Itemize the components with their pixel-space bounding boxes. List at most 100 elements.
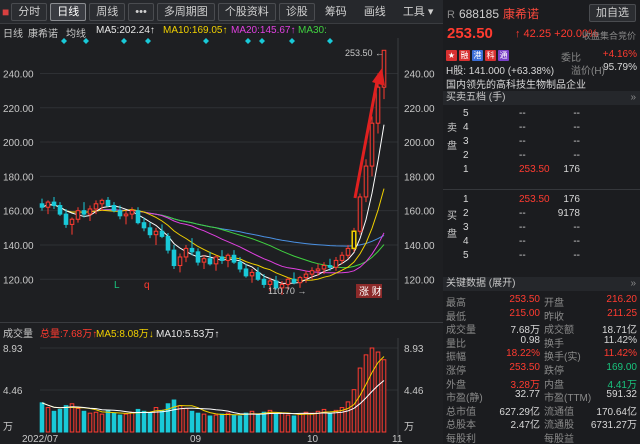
- tab-weekly[interactable]: 周线: [89, 2, 126, 21]
- bid-row[interactable]: 4 -- --: [461, 235, 640, 249]
- chevron-icon[interactable]: »: [630, 92, 636, 103]
- ask-row[interactable]: 4 -- --: [461, 121, 640, 135]
- company-description: 国内领先的高科技生物制品企业: [446, 80, 586, 91]
- bid-ratio-label: 委比: [561, 53, 581, 64]
- y-tick-right: 180.00: [404, 172, 435, 183]
- volume-bar: [279, 412, 285, 433]
- candle-body: [201, 258, 207, 263]
- bid-row[interactable]: 3 -- --: [461, 221, 640, 235]
- bid-row[interactable]: 2 -- 9178: [461, 207, 640, 221]
- key-label-left: 最低: [446, 311, 466, 323]
- volume-chart[interactable]: 8.93 8.93 4.46 4.46 万 万 2022/07 09 10 11: [0, 338, 443, 444]
- volume-bar: [261, 411, 267, 433]
- quote-panel: ★ 融 港 科 通 委比 +4.16% H股: 141.000 (+63.38%…: [443, 48, 640, 444]
- volume-bar: [111, 412, 117, 433]
- y-tick-left: 140.00: [3, 241, 34, 252]
- tab-intraday[interactable]: 分时: [11, 2, 48, 21]
- diagnose-button[interactable]: 诊股: [278, 2, 315, 21]
- sell-side-label: 卖盘: [447, 123, 457, 152]
- chevron-icon[interactable]: »: [630, 278, 636, 289]
- bid-row[interactable]: 5 -- --: [461, 249, 640, 263]
- bid-volume: 176: [563, 194, 580, 205]
- event-marker: [356, 284, 382, 298]
- ask-price: --: [519, 136, 526, 147]
- key-label-right: 每股益: [544, 434, 574, 444]
- ask-price: 253.50: [519, 164, 550, 175]
- chart-stock-name: 康希诺: [28, 29, 58, 40]
- volume-bar: [147, 412, 153, 433]
- ask-row[interactable]: 3 -- --: [461, 135, 640, 149]
- key-data-row: 成交量 7.68万 成交额 18.71亿: [446, 320, 640, 337]
- volume-bar: [39, 402, 45, 433]
- bid-level: 3: [463, 222, 469, 233]
- key-label-left: 振幅: [446, 352, 466, 364]
- key-data-title: 关键数据 (展开): [446, 278, 516, 289]
- bid-level: 1: [463, 194, 469, 205]
- tab-daily[interactable]: 日线: [50, 2, 87, 21]
- key-value-left: 7.68万: [510, 325, 540, 337]
- more-periods-button[interactable]: •••: [128, 2, 154, 21]
- candle-body: [87, 208, 93, 215]
- candle-body: [381, 49, 387, 88]
- key-data-row: 外盘 3.28万 内盘 4.41万: [446, 375, 640, 391]
- bid-price: --: [519, 208, 526, 219]
- ma-mode-label[interactable]: 均线: [66, 29, 86, 40]
- stock-profile-button[interactable]: 个股资料: [217, 2, 276, 21]
- volume-bar: [189, 410, 195, 433]
- candle-body: [267, 280, 273, 285]
- vol-tick-left: 8.93: [3, 344, 23, 355]
- tag-icon: 融: [459, 49, 470, 61]
- event-marker-text: 涨 财: [359, 285, 382, 298]
- key-label-right: 市盈(TTM): [544, 393, 592, 405]
- key-label-right: 开盘: [544, 298, 564, 309]
- key-value-left: 215.00: [509, 307, 540, 319]
- signal-diamond-icon: [145, 38, 151, 44]
- volume-bar: [237, 415, 243, 433]
- orderbook-header[interactable]: 买卖五档 (手) »: [443, 91, 640, 105]
- key-value-right: 216.20: [606, 294, 637, 305]
- close-icon[interactable]: ■: [2, 4, 10, 19]
- candle-body: [357, 196, 363, 232]
- candlestick-chart[interactable]: 120.00 120.00 140.00 140.00 160.00 160.00 180.…: [0, 38, 443, 300]
- candle-body: [255, 271, 261, 280]
- bid-level: 5: [463, 250, 469, 261]
- volume-bar: [249, 410, 255, 433]
- tag-icon: 科: [485, 49, 496, 61]
- key-label-right: 换手: [544, 338, 564, 350]
- draw-line-button[interactable]: 画线: [363, 5, 386, 18]
- chips-button[interactable]: 筹码: [324, 5, 347, 18]
- candle-body: [309, 270, 315, 275]
- ask-row[interactable]: 2 -- --: [461, 149, 640, 163]
- key-data-row: 市盈(静) 32.77 市盈(TTM) 591.32: [446, 388, 640, 405]
- volume-bar: [135, 408, 141, 433]
- key-label-left: 总股本: [446, 420, 476, 432]
- volume-bar: [75, 407, 81, 433]
- stock-prefix: R: [447, 9, 455, 21]
- ask-level: 4: [463, 122, 469, 133]
- y-tick-left: 180.00: [3, 172, 34, 183]
- key-data-row: 最低 215.00 昨收 211.25: [446, 307, 640, 323]
- key-label-left: 总市值: [446, 406, 476, 418]
- ask-row[interactable]: 1 253.50 176: [461, 163, 640, 177]
- volume-bar: [99, 413, 105, 433]
- multi-period-button[interactable]: 多周期图: [156, 2, 215, 21]
- bid-row[interactable]: 1 253.50 176: [461, 193, 640, 207]
- tools-menu[interactable]: 工具 ▾: [402, 5, 434, 18]
- key-data-header[interactable]: 关键数据 (展开) »: [443, 277, 640, 291]
- candle-body: [45, 201, 51, 208]
- y-tick-right: 240.00: [404, 69, 435, 80]
- volume-bar: [207, 415, 213, 433]
- ask-level: 1: [463, 164, 469, 175]
- stock-code: R 688185 康希诺: [447, 5, 539, 22]
- candle-body: [231, 254, 237, 263]
- add-watchlist-button[interactable]: 加自选: [589, 4, 636, 22]
- candle-body: [117, 210, 123, 217]
- key-data-row: 涨停 253.50 跌停 169.00: [446, 361, 640, 377]
- candle-body: [123, 213, 129, 217]
- ask-row[interactable]: 5 -- --: [461, 107, 640, 121]
- candle-body: [273, 280, 279, 289]
- key-value-left: 0.98: [520, 334, 540, 346]
- volume-ma5: MA5:8.08万↓: [96, 329, 154, 340]
- key-label-left: 每股利: [446, 434, 476, 444]
- vol-unit-left: 万: [3, 422, 13, 433]
